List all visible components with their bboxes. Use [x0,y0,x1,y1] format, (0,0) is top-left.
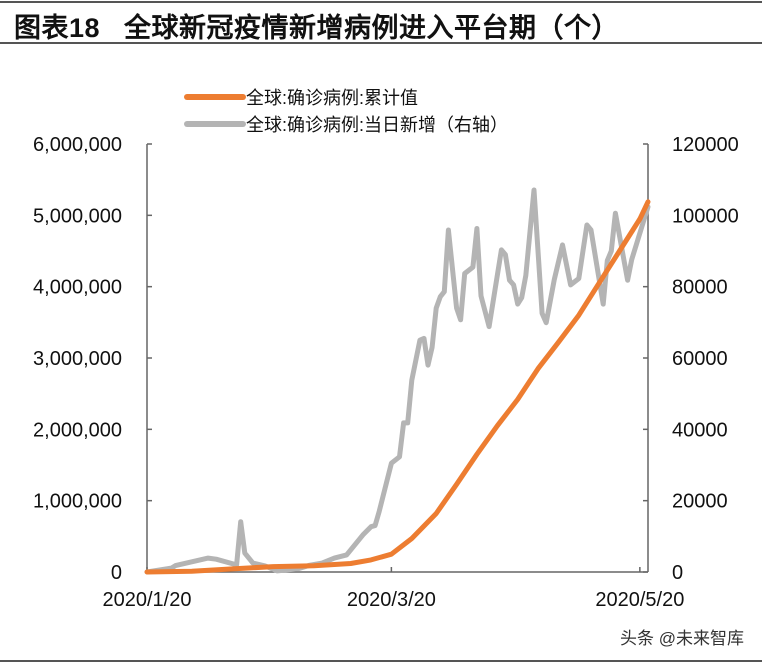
right-tick-label: 20000 [672,491,728,513]
left-tick-label: 0 [111,562,122,584]
right-tick-label: 120000 [672,134,739,156]
left-tick-label: 6,000,000 [33,134,122,156]
title-rule [0,42,762,44]
top-rule [0,1,762,3]
right-tick-label: 0 [672,562,683,584]
legend: 全球:确诊病例:累计值 全球:确诊病例:当日新增（右轴） [184,88,508,135]
left-tick-label: 2,000,000 [33,419,122,441]
right-tick-label: 100000 [672,205,739,227]
x-tick-label: 2020/1/20 [103,589,192,611]
series-line-cumulative [144,199,651,575]
left-tick-label: 1,000,000 [33,491,122,513]
legend-label-daily: 全球:确诊病例:当日新增（右轴） [246,115,508,135]
legend-label-cumulative: 全球:确诊病例:累计值 [246,88,418,108]
right-tick-label: 80000 [672,277,728,299]
right-tick-label: 40000 [672,419,728,441]
watermark: 头条 @未来智库 [620,629,744,648]
x-tick-label: 2020/5/20 [595,589,684,611]
axes: 0 0 1,000,000 20000 2,000,000 40000 3,000,000 6… [33,134,739,611]
bottom-rule [0,660,762,662]
x-tick-label: 2020/3/20 [347,589,436,611]
left-tick-label: 5,000,000 [33,205,122,227]
right-tick-label: 60000 [672,348,728,370]
figure-title: 图表18 全球新冠疫情新增病例进入平台期（个） [14,13,620,43]
left-tick-label: 4,000,000 [33,277,122,299]
left-tick-label: 3,000,000 [33,348,122,370]
series-line-daily-new [144,187,651,575]
series-lines [144,187,651,575]
